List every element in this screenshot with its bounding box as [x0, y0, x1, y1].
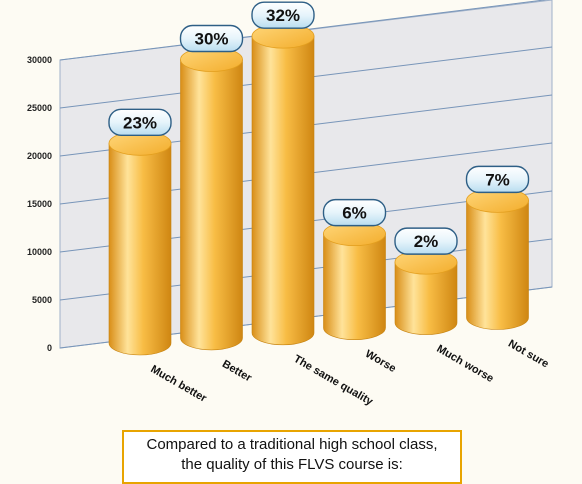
data-label-bubble	[322, 198, 387, 227]
data-label: 7%	[485, 170, 510, 189]
y-tick-label: 20000	[27, 151, 52, 161]
y-tick-label: 25000	[27, 103, 52, 113]
bar-body	[108, 143, 172, 356]
data-label: 2%	[414, 232, 439, 251]
data-label-bubble	[394, 227, 458, 255]
bar: 2%	[394, 227, 458, 335]
y-tick-label: 5000	[32, 295, 52, 305]
bar-body	[394, 261, 458, 335]
category-label: Much worse	[435, 343, 496, 385]
bar: 6%	[322, 198, 387, 340]
bars: 23% 30% 32% 6% 2% 7%	[108, 1, 530, 356]
bar: 7%	[465, 165, 530, 330]
data-label-bubble	[179, 24, 244, 53]
category-label: Worse	[363, 348, 398, 375]
data-label: 6%	[342, 204, 367, 223]
data-label: 30%	[194, 30, 228, 49]
bar: 30%	[179, 24, 244, 351]
bar-body	[323, 233, 386, 340]
chart-caption: Compared to a traditional high school cl…	[122, 430, 462, 484]
bar: 23%	[108, 108, 172, 356]
y-tick-label: 15000	[27, 199, 52, 209]
y-axis-ticks: 0 5000 10000 15000 20000 25000 30000	[27, 55, 52, 353]
y-tick-label: 0	[47, 343, 52, 353]
bar-body	[180, 59, 243, 351]
y-tick-label: 30000	[27, 55, 52, 65]
caption-line-1: Compared to a traditional high school cl…	[146, 436, 438, 453]
category-label: Better	[220, 358, 254, 385]
caption-line-2: the quality of this FLVS course is:	[181, 456, 403, 473]
category-label: Not sure	[506, 338, 551, 371]
category-label: The same quality	[292, 353, 376, 408]
data-label: 32%	[266, 6, 300, 25]
bar-body	[251, 35, 315, 346]
bar: 32%	[251, 1, 315, 346]
bar-body	[466, 200, 529, 330]
y-tick-label: 10000	[27, 247, 52, 257]
data-label-bubble	[108, 108, 172, 137]
data-label: 23%	[123, 113, 157, 132]
category-label: Much better	[149, 363, 210, 405]
data-label-bubble	[465, 165, 530, 194]
data-label-bubble	[251, 1, 315, 29]
